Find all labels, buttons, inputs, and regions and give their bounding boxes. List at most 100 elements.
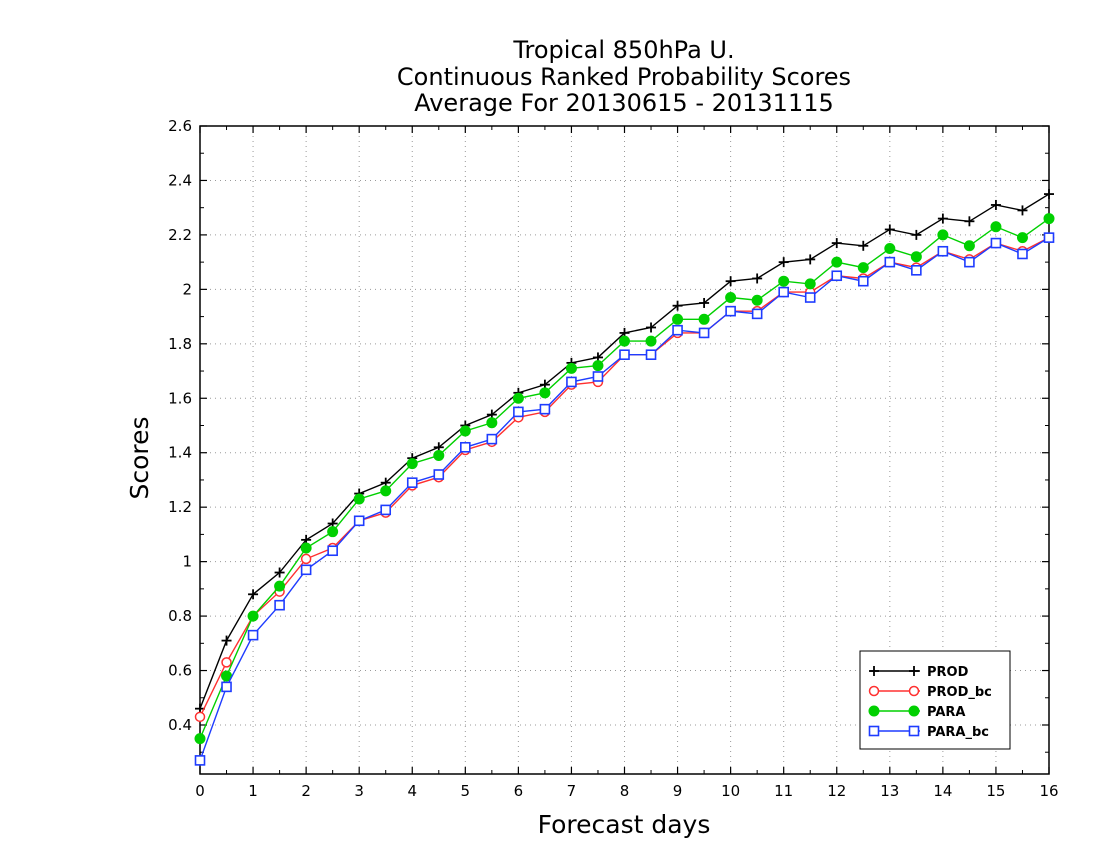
data-point xyxy=(911,229,922,240)
y-axis-label: Scores xyxy=(125,416,154,499)
series-group xyxy=(194,189,1055,766)
y-tick-label: 2 xyxy=(182,280,192,298)
data-point xyxy=(353,493,365,505)
x-tick-label: 5 xyxy=(461,782,471,800)
legend-entry: PARA_bc xyxy=(868,725,989,740)
data-point xyxy=(778,257,789,268)
y-tick-label: 1.4 xyxy=(168,444,192,462)
legend-entry: PARA xyxy=(868,705,965,720)
x-tick-label: 1 xyxy=(248,782,258,800)
y-tick-label: 1.8 xyxy=(168,335,192,353)
data-point xyxy=(645,349,657,361)
data-point xyxy=(300,542,312,554)
data-point xyxy=(884,224,895,235)
x-tick-label: 15 xyxy=(986,782,1005,800)
data-point xyxy=(858,240,869,251)
data-point xyxy=(698,327,710,339)
data-point xyxy=(725,305,736,317)
data-point xyxy=(512,392,524,404)
data-point xyxy=(566,376,577,388)
data-point xyxy=(751,308,763,320)
legend: PROD PROD_bc PARA PARA_bc xyxy=(859,650,1011,750)
legend-label: PROD xyxy=(927,665,969,680)
data-point xyxy=(884,243,896,255)
data-point xyxy=(300,564,312,576)
legend-marker-end xyxy=(909,666,919,676)
x-tick-label: 12 xyxy=(827,782,846,800)
data-point xyxy=(672,324,683,336)
legend-marker-start xyxy=(868,705,880,717)
data-point xyxy=(460,441,471,453)
data-point xyxy=(486,417,498,429)
data-point xyxy=(1016,232,1028,244)
legend-marker-end xyxy=(908,685,920,697)
data-point xyxy=(221,657,232,668)
legend-marker-start xyxy=(868,685,880,697)
data-point xyxy=(486,433,498,445)
data-point xyxy=(406,477,418,488)
data-point xyxy=(751,294,763,306)
data-point xyxy=(911,265,922,276)
legend-entry: PROD_bc xyxy=(868,685,992,700)
data-point xyxy=(1017,205,1028,216)
data-point xyxy=(592,371,604,382)
data-point xyxy=(274,567,285,578)
legend-label: PARA xyxy=(927,705,965,720)
data-point xyxy=(539,403,551,415)
data-point xyxy=(327,545,338,557)
title-line-3: Average For 20130615 - 20131115 xyxy=(414,89,834,117)
data-point xyxy=(247,629,259,641)
data-point xyxy=(937,213,948,224)
data-point xyxy=(645,335,657,347)
series-line xyxy=(199,237,1050,718)
x-tick-label: 8 xyxy=(620,782,630,800)
data-point xyxy=(937,245,949,257)
data-point xyxy=(247,610,259,622)
data-point xyxy=(221,635,232,646)
data-point xyxy=(194,711,206,723)
data-point xyxy=(804,278,816,290)
data-point xyxy=(990,237,1002,249)
data-point xyxy=(964,216,975,227)
data-point xyxy=(194,755,206,766)
y-tick-label: 2.6 xyxy=(168,117,192,135)
data-point xyxy=(539,387,551,399)
data-point xyxy=(1044,189,1054,200)
series-para xyxy=(194,213,1055,745)
legend-marker-end xyxy=(908,725,920,737)
data-point xyxy=(964,256,975,268)
x-tick-label: 16 xyxy=(1039,782,1058,800)
data-point xyxy=(831,238,842,249)
data-point xyxy=(963,240,975,252)
data-point xyxy=(857,262,869,274)
data-point xyxy=(327,526,339,538)
data-point xyxy=(194,733,206,745)
title-line-1: Tropical 850hPa U. xyxy=(512,36,734,64)
data-point xyxy=(646,322,657,333)
data-point xyxy=(433,449,445,461)
data-point xyxy=(937,229,949,241)
data-point xyxy=(725,292,737,304)
legend-label: PARA_bc xyxy=(927,725,989,740)
data-point xyxy=(884,256,896,268)
data-point xyxy=(672,300,683,311)
y-tick-label: 2.4 xyxy=(168,171,192,189)
x-tick-label: 2 xyxy=(301,782,311,800)
data-point xyxy=(804,292,816,303)
data-point xyxy=(672,313,684,325)
data-point xyxy=(990,221,1002,233)
data-point xyxy=(778,275,790,287)
data-point xyxy=(1043,232,1055,243)
data-point xyxy=(752,273,763,284)
legend-marker-end xyxy=(908,705,920,717)
data-point xyxy=(565,362,577,374)
x-tick-label: 9 xyxy=(673,782,683,800)
data-point xyxy=(1043,213,1055,225)
data-point xyxy=(725,276,736,287)
data-point xyxy=(619,349,630,361)
data-point xyxy=(619,335,630,347)
legend-marker-start xyxy=(868,725,880,737)
data-point xyxy=(353,515,365,527)
